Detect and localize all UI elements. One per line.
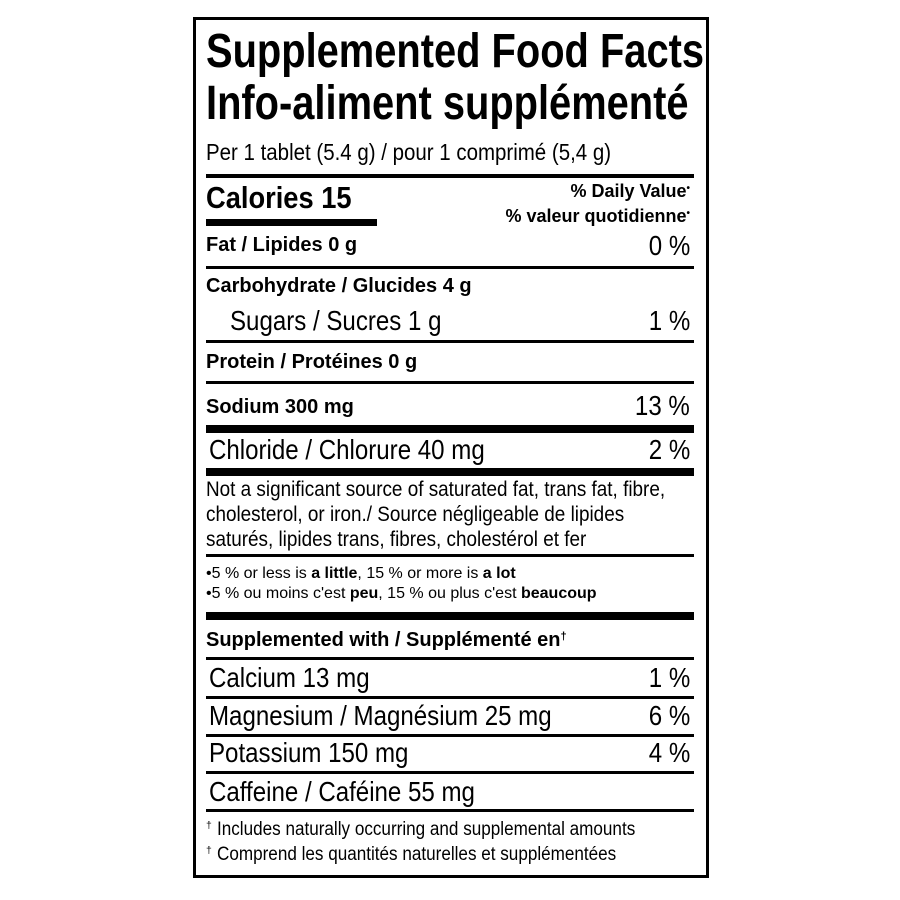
- thick-divider: [206, 468, 694, 476]
- note-line: saturés, lipides trans, fibres, cholesté…: [206, 528, 587, 551]
- footnote: † Includes naturally occurring and suppl…: [206, 819, 636, 840]
- supplement-calcium: Calcium 13 mg: [209, 662, 370, 693]
- divider: [206, 340, 694, 343]
- title-fr: Info-aliment supplémenté: [206, 77, 689, 130]
- serving-size: Per 1 tablet (5.4 g) / pour 1 comprimé (…: [206, 139, 612, 165]
- daily-value-header-fr: % valeur quotidienne•: [505, 206, 691, 226]
- dv-guide-en: •5 % or less is a little, 15 % or more i…: [206, 565, 516, 582]
- divider: [206, 809, 694, 812]
- divider: [206, 696, 694, 699]
- supplement-potassium: Potassium 150 mg: [209, 737, 409, 768]
- dv-sodium: 13 %: [635, 390, 690, 421]
- nutrient-chloride: Chloride / Chlorure 40 mg: [209, 434, 485, 465]
- divider: [206, 657, 694, 660]
- thick-divider: [206, 612, 694, 620]
- dv-calcium: 1 %: [648, 662, 690, 693]
- dv-sugars: 1 %: [648, 305, 690, 336]
- dv-guide-fr: •5 % ou moins c'est peu, 15 % ou plus c'…: [206, 585, 597, 602]
- nutrient-sugars: Sugars / Sucres 1 g: [230, 305, 442, 336]
- divider: [206, 771, 694, 774]
- dv-chloride: 2 %: [648, 434, 690, 465]
- calories: Calories 15: [206, 180, 352, 215]
- divider: [206, 381, 694, 384]
- nutrient-protein: Protein / Protéines 0 g: [206, 351, 418, 373]
- nutrient-carbohydrate: Carbohydrate / Glucides 4 g: [206, 275, 472, 297]
- divider: [206, 734, 694, 737]
- divider: [206, 554, 694, 557]
- title-en: Supplemented Food Facts: [206, 25, 705, 78]
- nutrient-fat: Fat / Lipides 0 g: [206, 234, 358, 256]
- supplement-caffeine: Caffeine / Caféine 55 mg: [209, 776, 475, 807]
- dv-magnesium: 6 %: [648, 700, 690, 731]
- thick-divider: [206, 425, 694, 433]
- divider: [206, 266, 694, 269]
- nutrient-sodium: Sodium 300 mg: [206, 396, 354, 418]
- supplemented-heading: Supplemented with / Supplémenté en†: [206, 629, 567, 651]
- note-line: Not a significant source of saturated fa…: [206, 478, 666, 501]
- label-frame: [193, 17, 709, 878]
- supplement-magnesium: Magnesium / Magnésium 25 mg: [209, 700, 552, 731]
- dv-potassium: 4 %: [648, 737, 690, 768]
- dv-fat: 0 %: [648, 230, 690, 261]
- divider: [206, 174, 694, 178]
- footnote: † Comprend les quantités naturelles et s…: [206, 844, 617, 865]
- daily-value-header-en: % Daily Value•: [570, 181, 690, 201]
- note-line: cholesterol, or iron./ Source négligeabl…: [206, 503, 625, 526]
- calories-underline: [206, 219, 377, 226]
